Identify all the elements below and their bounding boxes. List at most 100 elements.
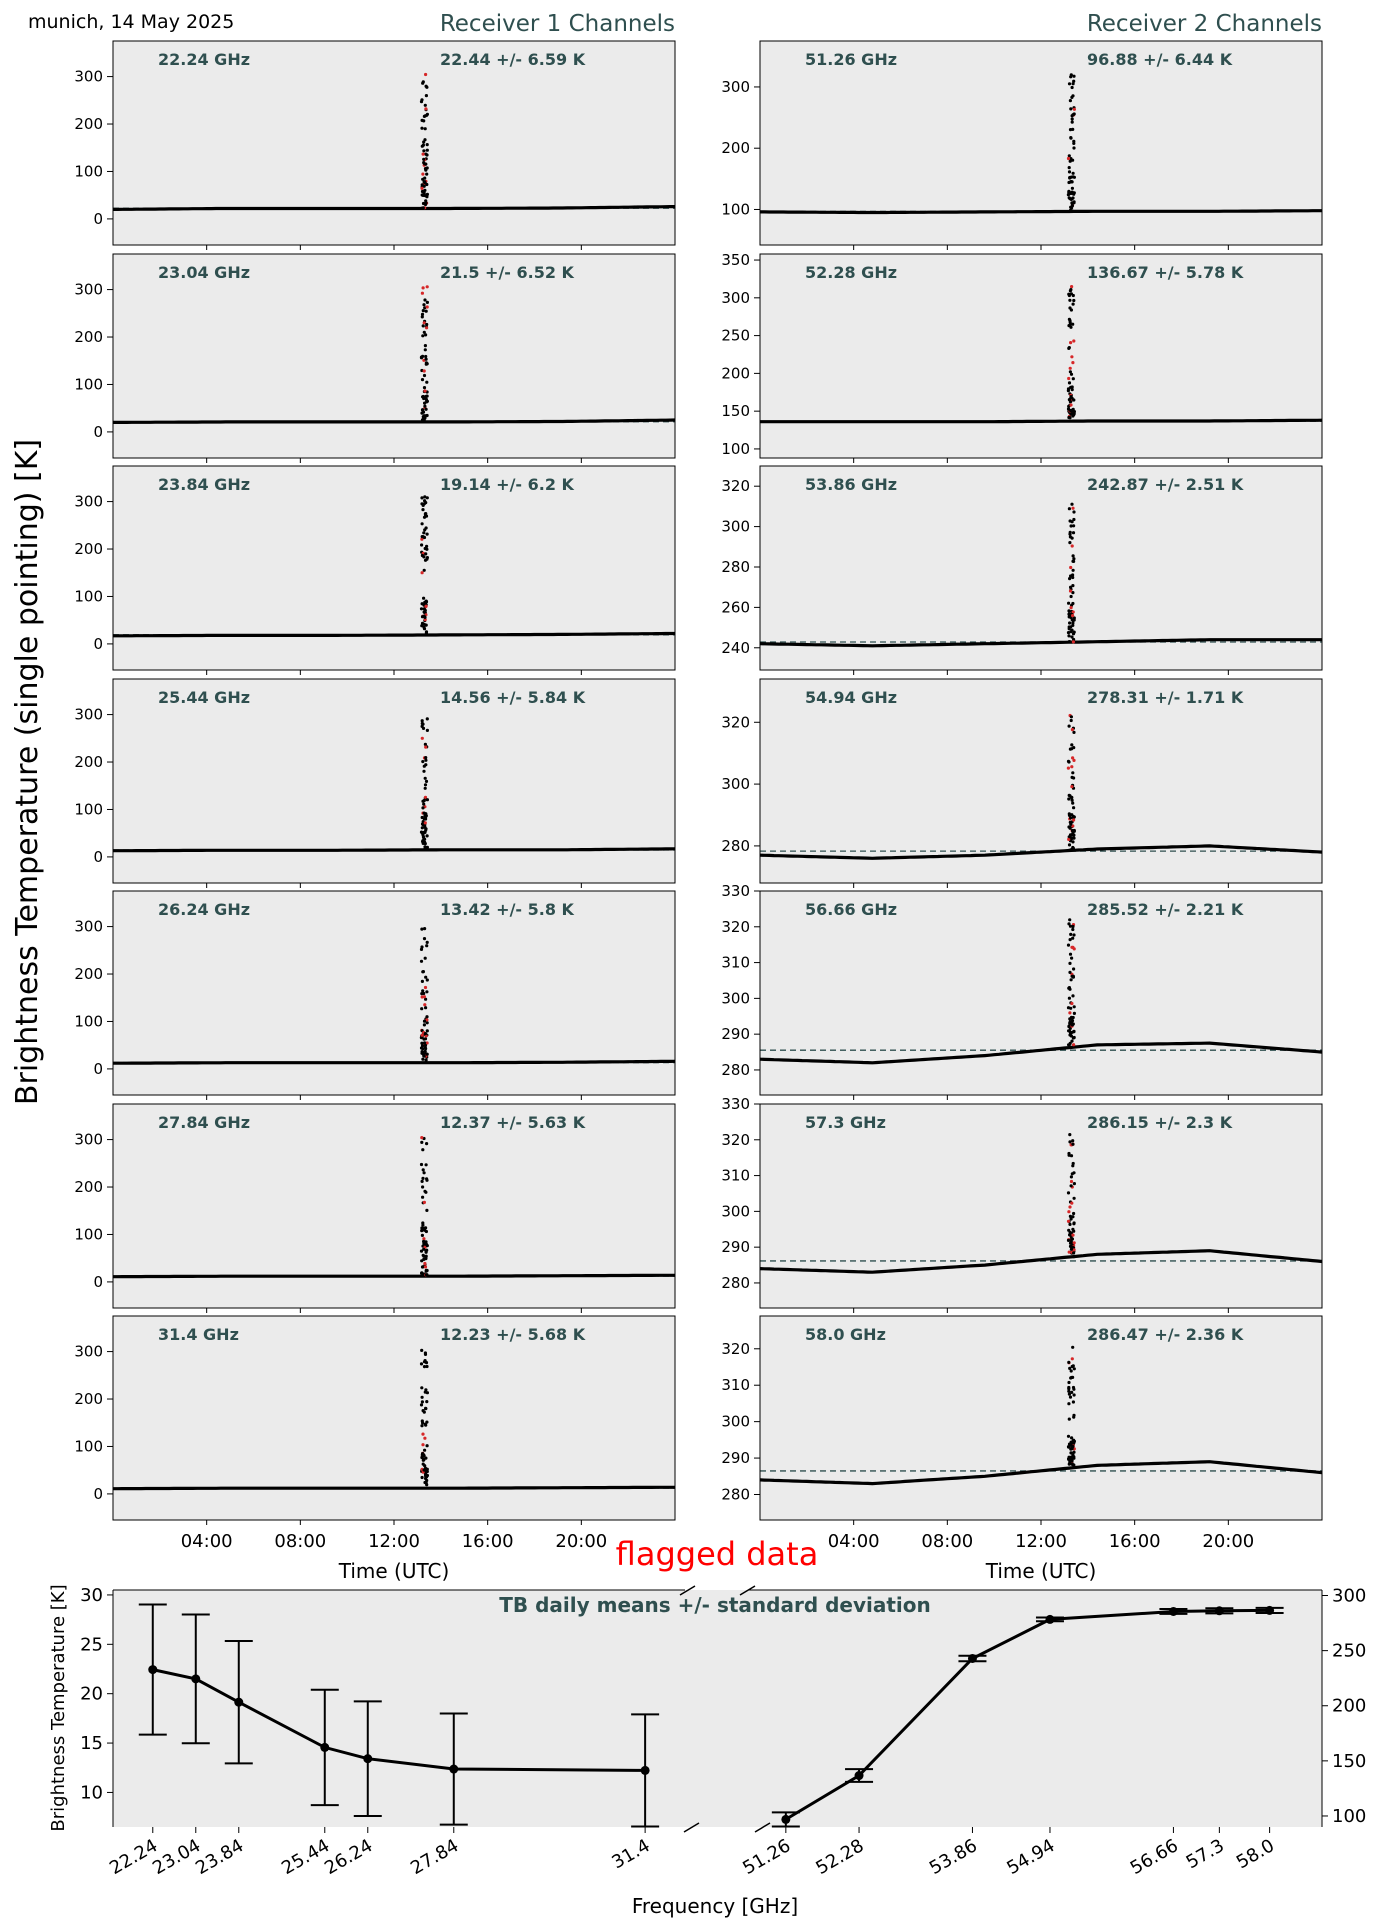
- spike-point: [421, 395, 425, 399]
- spike-point: [424, 1047, 428, 1051]
- spike-point: [423, 512, 427, 516]
- y-tick-label: 310: [721, 954, 750, 972]
- baseline-series: [113, 205, 675, 211]
- flagged-point: [420, 291, 424, 295]
- flagged-point: [1072, 1043, 1076, 1047]
- spike-point: [1069, 630, 1073, 634]
- spike-point: [422, 614, 426, 618]
- spike-point: [423, 927, 427, 931]
- mean-std-label: 14.56 +/- 5.84 K: [440, 688, 586, 707]
- y-tick-label: 300: [1332, 1586, 1366, 1607]
- axes-background: [113, 1316, 675, 1520]
- spike-point: [422, 1468, 426, 1472]
- frequency-label: 54.94 GHz: [805, 688, 897, 707]
- y-tick-label: 200: [74, 540, 103, 558]
- spike-point: [425, 532, 429, 536]
- mean-std-label: 96.88 +/- 6.44 K: [1087, 50, 1233, 69]
- spike-point: [424, 779, 429, 784]
- spike-point: [1072, 776, 1076, 780]
- spike-point: [1072, 1393, 1076, 1397]
- flagged-point: [421, 286, 425, 290]
- means-ylabel: Brightness Temperature [K]: [48, 1584, 69, 1831]
- spike-point: [1069, 175, 1073, 179]
- y-tick-label: 0: [93, 1273, 103, 1291]
- y-tick-label: 100: [74, 1225, 103, 1243]
- y-tick-label: 280: [721, 1274, 750, 1292]
- spike-point: [1067, 1385, 1071, 1390]
- spike-point: [424, 756, 428, 760]
- flagged-point: [1070, 765, 1074, 769]
- r2-panel-1: 100 200 300 51.26 GHz 96.88 +/- 6.44 K: [721, 40, 1323, 250]
- y-tick-label: 25: [80, 1634, 103, 1655]
- mean-point: [1265, 1605, 1275, 1615]
- spike-point: [1066, 387, 1071, 391]
- spike-point: [424, 361, 428, 365]
- y-tick-label: 0: [93, 1060, 103, 1078]
- spike-point: [423, 786, 427, 790]
- r1-panel-6: 0 100 200 300 27.84 GHz 12.37 +/- 5.63 K: [74, 1103, 676, 1313]
- flagged-point: [424, 107, 428, 111]
- spike-point: [1072, 1171, 1076, 1175]
- axes-background: [760, 679, 1322, 883]
- frequency-label: 58.0 GHz: [805, 1325, 886, 1344]
- baseline-series: [113, 1485, 675, 1491]
- spike-point: [420, 721, 424, 726]
- spike-point: [1067, 1043, 1071, 1047]
- axes-background: [113, 254, 675, 458]
- spike-point: [1067, 627, 1071, 631]
- baseline-series: [113, 847, 676, 853]
- spike-point: [422, 811, 426, 815]
- spike-point: [1067, 797, 1071, 801]
- flagged-point: [1069, 606, 1073, 610]
- spike-point: [1067, 507, 1071, 511]
- spike-point: [1068, 1020, 1072, 1024]
- spike-point: [421, 806, 425, 810]
- axes-background: [760, 1316, 1322, 1520]
- spike-point: [422, 610, 426, 614]
- spike-point: [424, 94, 428, 98]
- spike-point: [421, 760, 425, 764]
- spike-point: [425, 1015, 429, 1019]
- spike-point: [1068, 1233, 1072, 1237]
- x-tick-label: 56.66: [1127, 1835, 1182, 1879]
- y-tick-label: 350: [721, 251, 750, 269]
- y-tick-label: 150: [1332, 1751, 1366, 1772]
- spike-point: [1071, 82, 1075, 86]
- spike-point: [423, 188, 427, 192]
- mean-std-label: 286.47 +/- 2.36 K: [1087, 1325, 1244, 1344]
- spike-point: [1072, 510, 1076, 514]
- spike-point: [421, 508, 425, 512]
- spike-point: [1068, 1395, 1073, 1399]
- y-tick-label: 200: [74, 1178, 103, 1196]
- spike-point: [424, 1273, 429, 1277]
- axes-background: [760, 466, 1322, 670]
- spike-point: [1072, 298, 1076, 303]
- spike-point: [419, 947, 424, 952]
- r1-panel-3: 0 100 200 300 23.84 GHz 19.14 +/- 6.2 K: [74, 465, 676, 675]
- y-tick-label: 310: [721, 1167, 750, 1185]
- spike-point: [1067, 922, 1071, 926]
- y-tick-label: 300: [721, 289, 750, 307]
- spike-point: [420, 979, 424, 984]
- spike-point: [420, 1259, 424, 1263]
- spike-point: [424, 1256, 428, 1260]
- spike-point: [424, 407, 428, 411]
- spike-point: [422, 802, 426, 806]
- spike-point: [1069, 75, 1073, 79]
- spike-point: [1071, 412, 1075, 416]
- y-tick-label: 100: [1332, 1806, 1366, 1827]
- spike-point: [424, 1480, 428, 1485]
- spike-point: [1068, 938, 1072, 942]
- x-tick-label: 31.4: [608, 1835, 653, 1873]
- baseline-series: [759, 1460, 1323, 1486]
- time-series-panels: 0 100 200 300 22.24 GHz 22.44 +/- 6.59 K 0 100 2…: [74, 40, 1323, 1583]
- spike-point: [1070, 635, 1074, 639]
- spike-point: [420, 189, 425, 194]
- spike-point: [1071, 936, 1075, 940]
- spike-point: [1070, 536, 1074, 540]
- spike-point: [1068, 924, 1073, 928]
- flagged-point: [420, 1136, 424, 1140]
- y-tick-label: 150: [721, 402, 750, 420]
- spike-point: [422, 419, 426, 423]
- flagged-point: [423, 985, 428, 990]
